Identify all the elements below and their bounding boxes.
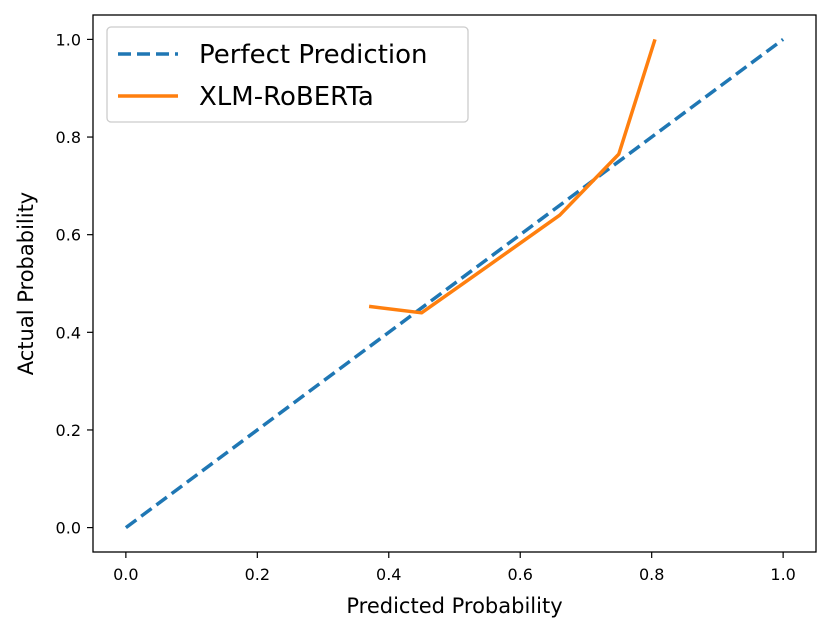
y-tick-label: 0.8 bbox=[56, 128, 81, 147]
x-axis-label: Predicted Probability bbox=[346, 594, 562, 618]
legend-label-xlm-roberta: XLM-RoBERTa bbox=[199, 82, 374, 112]
x-tick-label: 0.6 bbox=[508, 565, 533, 584]
y-tick-label: 0.2 bbox=[56, 421, 81, 440]
legend: Perfect Prediction XLM-RoBERTa bbox=[106, 26, 469, 123]
legend-label-perfect-prediction: Perfect Prediction bbox=[199, 40, 428, 70]
x-tick-label: 0.8 bbox=[639, 565, 664, 584]
legend-frame bbox=[106, 26, 469, 123]
x-tick-label: 1.0 bbox=[770, 565, 795, 584]
plot-frame bbox=[92, 14, 817, 553]
series-layer bbox=[124, 37, 785, 530]
y-tick-label: 0.4 bbox=[56, 323, 81, 342]
y-axis-ticks: 0.0 0.2 0.4 0.6 0.8 1.0 bbox=[56, 30, 93, 538]
x-tick-label: 0.4 bbox=[376, 565, 401, 584]
x-tick-label: 0.2 bbox=[245, 565, 270, 584]
series-line-perfect-prediction bbox=[124, 37, 785, 530]
series-line-xlm-roberta bbox=[368, 38, 657, 315]
x-tick-label: 0.0 bbox=[113, 565, 138, 584]
y-tick-label: 1.0 bbox=[56, 30, 81, 49]
y-tick-label: 0.6 bbox=[56, 226, 81, 245]
y-tick-label: 0.0 bbox=[56, 519, 81, 538]
y-axis-label: Actual Probability bbox=[14, 192, 38, 375]
x-axis-ticks: 0.0 0.2 0.4 0.6 0.8 1.0 bbox=[113, 552, 796, 584]
